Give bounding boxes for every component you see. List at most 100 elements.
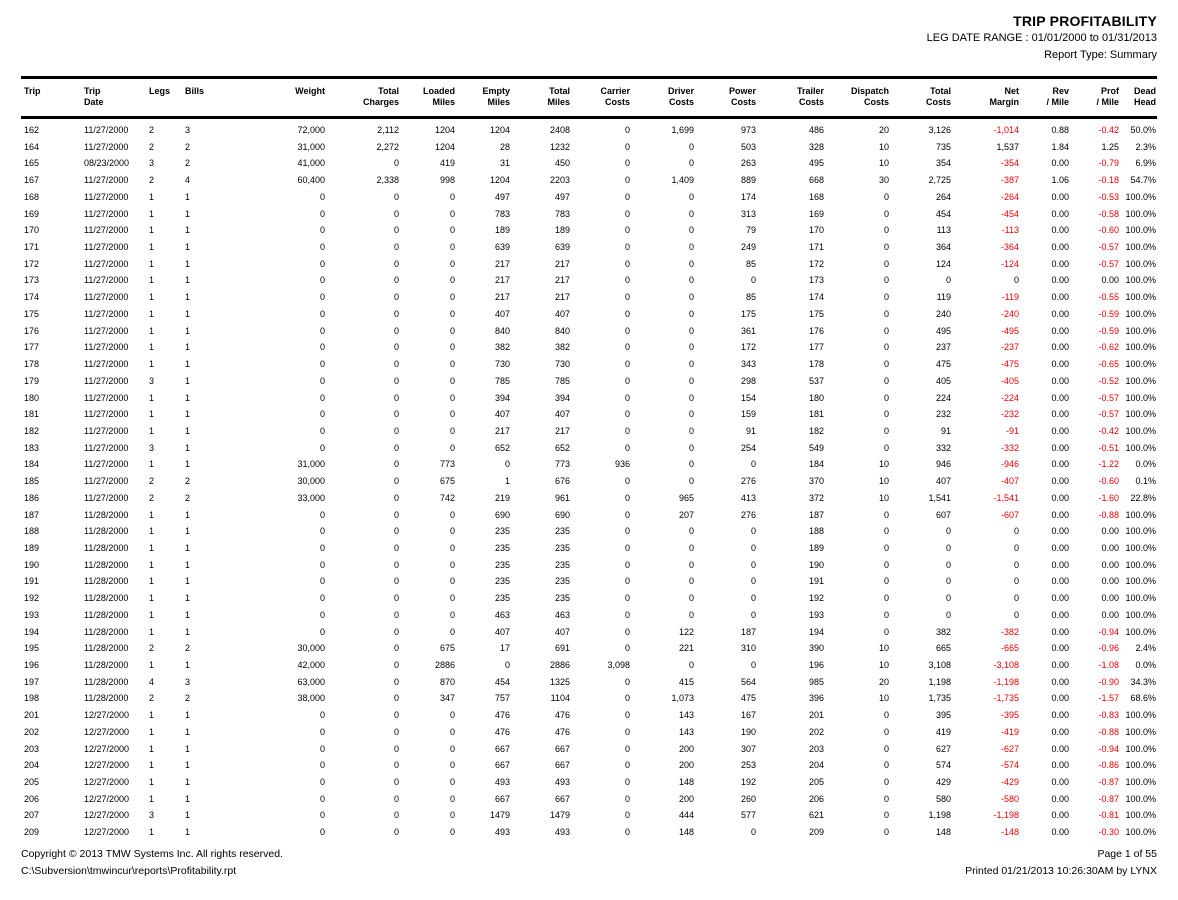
table-cell: 621 <box>808 810 824 821</box>
table-cell: 0 <box>393 191 399 202</box>
table-cell: 217 <box>554 292 570 303</box>
table-cell: 454 <box>494 676 510 687</box>
table-cell: 0.00 <box>1051 509 1069 520</box>
table-cell: -237 <box>1000 342 1019 353</box>
table-cell: 100.0% <box>1125 827 1156 838</box>
table-cell: 785 <box>554 375 570 386</box>
table-cell: 0 <box>1013 593 1019 604</box>
table-cell: 0 <box>393 359 399 370</box>
table-cell: 0 <box>883 425 889 436</box>
table-cell: 0 <box>449 526 455 537</box>
table-cell: 0 <box>883 576 889 587</box>
table-cell: 757 <box>494 693 510 704</box>
table-row: 168 11/27/2000 1 1 0 0 0 497 497 0 0 174 168 0 264 -264… <box>21 189 1157 206</box>
table-cell: 30,000 <box>297 476 325 487</box>
table-cell: -1.57 <box>1098 693 1119 704</box>
table-cell: 0.00 <box>1101 559 1119 570</box>
table-cell: 0 <box>945 559 951 570</box>
table-cell: 260 <box>740 793 756 804</box>
table-cell: 3 <box>185 676 191 687</box>
table-cell: 450 <box>554 158 570 169</box>
table-cell: 34.3% <box>1130 676 1156 687</box>
table-cell: 493 <box>494 827 510 838</box>
table-cell: 2 <box>149 175 155 186</box>
table-cell: 217 <box>494 258 510 269</box>
table-cell: 1 <box>149 292 155 303</box>
table-cell: 17 <box>499 643 510 654</box>
table-cell: 730 <box>554 359 570 370</box>
table-cell: 173 <box>24 275 40 286</box>
table-cell: 382 <box>554 342 570 353</box>
table-cell: 0 <box>393 760 399 771</box>
table-cell: 998 <box>439 175 455 186</box>
table-cell: 100.0% <box>1125 509 1156 520</box>
table-cell: 0 <box>319 442 325 453</box>
table-cell: 1 <box>185 292 191 303</box>
table-cell: 124 <box>935 258 951 269</box>
table-cell: 0 <box>750 827 756 838</box>
table-cell: 1 <box>149 425 155 436</box>
table-cell: 1 <box>185 258 191 269</box>
table-cell: -240 <box>1000 308 1019 319</box>
table-row: 201 12/27/2000 1 1 0 0 0 476 476 0 143 167 201 0 395 -3… <box>21 707 1157 724</box>
table-cell: 100.0% <box>1125 409 1156 420</box>
table-cell: 11/27/2000 <box>84 308 129 319</box>
table-cell: 0 <box>883 609 889 620</box>
table-row: 181 11/27/2000 1 1 0 0 0 407 407 0 0 159 181 0 232 -232… <box>21 406 1157 423</box>
table-cell: 1 <box>149 743 155 754</box>
table-cell: 100.0% <box>1125 258 1156 269</box>
table-cell: 0 <box>449 593 455 604</box>
table-cell: -124 <box>1000 258 1019 269</box>
table-cell: -1.22 <box>1098 459 1119 470</box>
table-cell: 235 <box>494 542 510 553</box>
table-cell: 0 <box>750 576 756 587</box>
table-cell: 390 <box>808 643 824 654</box>
table-cell: 0 <box>624 676 630 687</box>
table-cell: 463 <box>554 609 570 620</box>
table-cell: -495 <box>1000 325 1019 336</box>
table-cell: -0.87 <box>1098 793 1119 804</box>
table-cell: 1 <box>149 726 155 737</box>
table-cell: 1 <box>149 191 155 202</box>
table-cell: 0.00 <box>1051 191 1069 202</box>
table-cell: 100.0% <box>1125 242 1156 253</box>
column-header: Power Costs <box>728 86 756 107</box>
table-cell: 0 <box>688 442 694 453</box>
table-row: 165 08/23/2000 3 2 41,000 0 419 31 450 0 0 263 495 10… <box>21 155 1157 172</box>
table-cell: 1 <box>185 626 191 637</box>
table-cell: 0 <box>883 710 889 721</box>
table-cell: 429 <box>935 777 951 788</box>
table-cell: 235 <box>554 576 570 587</box>
table-cell: 100.0% <box>1125 275 1156 286</box>
table-cell: 164 <box>24 141 40 152</box>
table-cell: 4 <box>149 676 155 687</box>
table-cell: -119 <box>1001 292 1019 303</box>
table-cell: 0.00 <box>1051 442 1069 453</box>
table-cell: 486 <box>808 125 824 135</box>
table-cell: 0.00 <box>1051 208 1069 219</box>
table-cell: 11/27/2000 <box>84 392 129 403</box>
table-cell: 0.0% <box>1135 660 1156 670</box>
table-cell: 0.00 <box>1051 643 1069 654</box>
report-title: TRIP PROFITABILITY <box>1013 13 1157 29</box>
table-cell: 0.00 <box>1101 609 1119 620</box>
table-cell: 197 <box>24 676 40 687</box>
table-cell: 28 <box>499 141 510 152</box>
table-cell: 11/28/2000 <box>84 693 129 704</box>
table-cell: 0 <box>624 275 630 286</box>
table-cell: 2.3% <box>1135 141 1156 152</box>
table-cell: 1 <box>185 526 191 537</box>
table-cell: 985 <box>808 676 824 687</box>
table-cell: 0 <box>1013 559 1019 570</box>
table-cell: 11/27/2000 <box>84 242 129 253</box>
table-cell: 476 <box>554 726 570 737</box>
table-cell: 0.00 <box>1051 626 1069 637</box>
table-cell: 0 <box>883 509 889 520</box>
table-cell: 0 <box>624 710 630 721</box>
table-row: 192 11/28/2000 1 1 0 0 0 235 235 0 0 0 192 0 0 0 0.00 0.0… <box>21 590 1157 607</box>
table-cell: 190 <box>24 559 40 570</box>
table-cell: 207 <box>24 810 40 821</box>
table-cell: 235 <box>554 559 570 570</box>
table-cell: 0.00 <box>1051 425 1069 436</box>
table-cell: 1 <box>149 542 155 553</box>
